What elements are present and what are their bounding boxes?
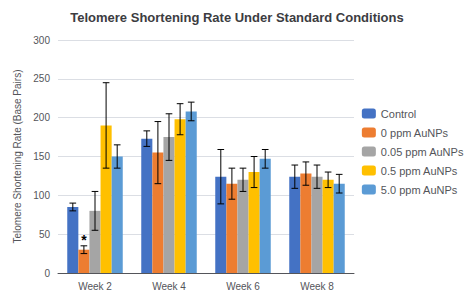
svg-text:50: 50 xyxy=(39,229,51,240)
svg-text:0.05 ppm AuNPs: 0.05 ppm AuNPs xyxy=(381,146,464,158)
svg-text:Week 6: Week 6 xyxy=(226,281,260,292)
svg-text:Telomere Shortening Rate (Base: Telomere Shortening Rate (Base Pairs) xyxy=(12,70,23,244)
svg-text:250: 250 xyxy=(33,73,50,84)
svg-text:Week 8: Week 8 xyxy=(300,281,334,292)
svg-text:5.0 ppm AuNPs: 5.0 ppm AuNPs xyxy=(381,184,458,196)
svg-text:Telomere Shortening Rate Under: Telomere Shortening Rate Under Standard … xyxy=(70,10,403,25)
svg-text:Control: Control xyxy=(381,108,416,120)
svg-text:300: 300 xyxy=(33,35,50,46)
svg-text:100: 100 xyxy=(33,190,50,201)
svg-text:0: 0 xyxy=(44,268,50,279)
svg-text:0 ppm AuNPs: 0 ppm AuNPs xyxy=(381,127,449,139)
svg-text:200: 200 xyxy=(33,112,50,123)
svg-text:*: * xyxy=(81,232,87,248)
svg-text:0.5 ppm AuNPs: 0.5 ppm AuNPs xyxy=(381,165,458,177)
svg-text:150: 150 xyxy=(33,151,50,162)
svg-text:Week 4: Week 4 xyxy=(152,281,186,292)
svg-text:Week 2: Week 2 xyxy=(78,281,112,292)
